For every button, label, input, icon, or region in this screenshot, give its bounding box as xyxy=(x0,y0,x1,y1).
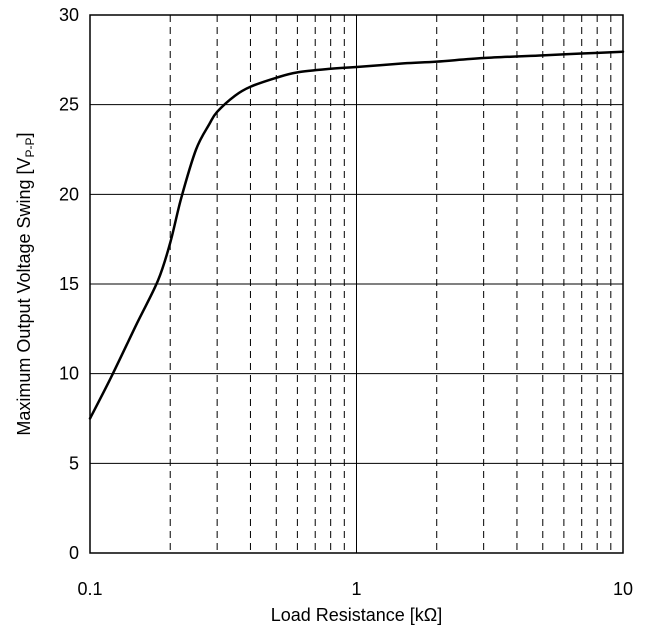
y-axis-label-prefix: Maximum Output Voltage Swing [V xyxy=(14,157,34,435)
x-tick-label: 1 xyxy=(351,579,361,599)
y-tick-label: 5 xyxy=(69,453,79,473)
x-tick-labels: 0.1 1 10 xyxy=(77,579,633,599)
y-tick-label: 15 xyxy=(59,274,79,294)
x-tick-label: 10 xyxy=(613,579,633,599)
y-tick-label: 20 xyxy=(59,184,79,204)
y-tick-label: 10 xyxy=(59,364,79,384)
y-axis-label-suffix: ] xyxy=(14,132,34,137)
y-tick-label: 0 xyxy=(69,543,79,563)
x-tick-label: 0.1 xyxy=(77,579,102,599)
grid xyxy=(90,15,623,553)
x-axis-label: Load Resistance [kΩ] xyxy=(271,605,443,625)
y-tick-labels: 0 5 10 15 20 25 30 xyxy=(59,5,79,563)
y-axis-label: Maximum Output Voltage Swing [VP-P] xyxy=(14,132,37,435)
y-tick-label: 30 xyxy=(59,5,79,25)
series-line xyxy=(88,50,625,420)
y-tick-label: 25 xyxy=(59,95,79,115)
y-axis-label-subscript: P-P xyxy=(23,137,37,157)
plot-frame xyxy=(89,14,624,554)
